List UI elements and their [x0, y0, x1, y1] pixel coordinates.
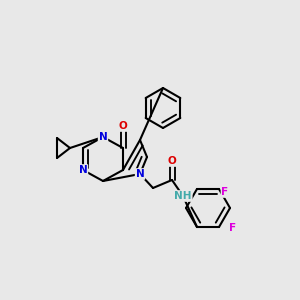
Text: O: O [168, 156, 176, 166]
Text: F: F [221, 187, 229, 197]
Text: F: F [230, 223, 237, 233]
Text: NH: NH [174, 191, 192, 201]
Text: N: N [99, 132, 107, 142]
Text: N: N [136, 169, 144, 179]
Text: N: N [79, 165, 87, 175]
Text: O: O [118, 121, 127, 131]
